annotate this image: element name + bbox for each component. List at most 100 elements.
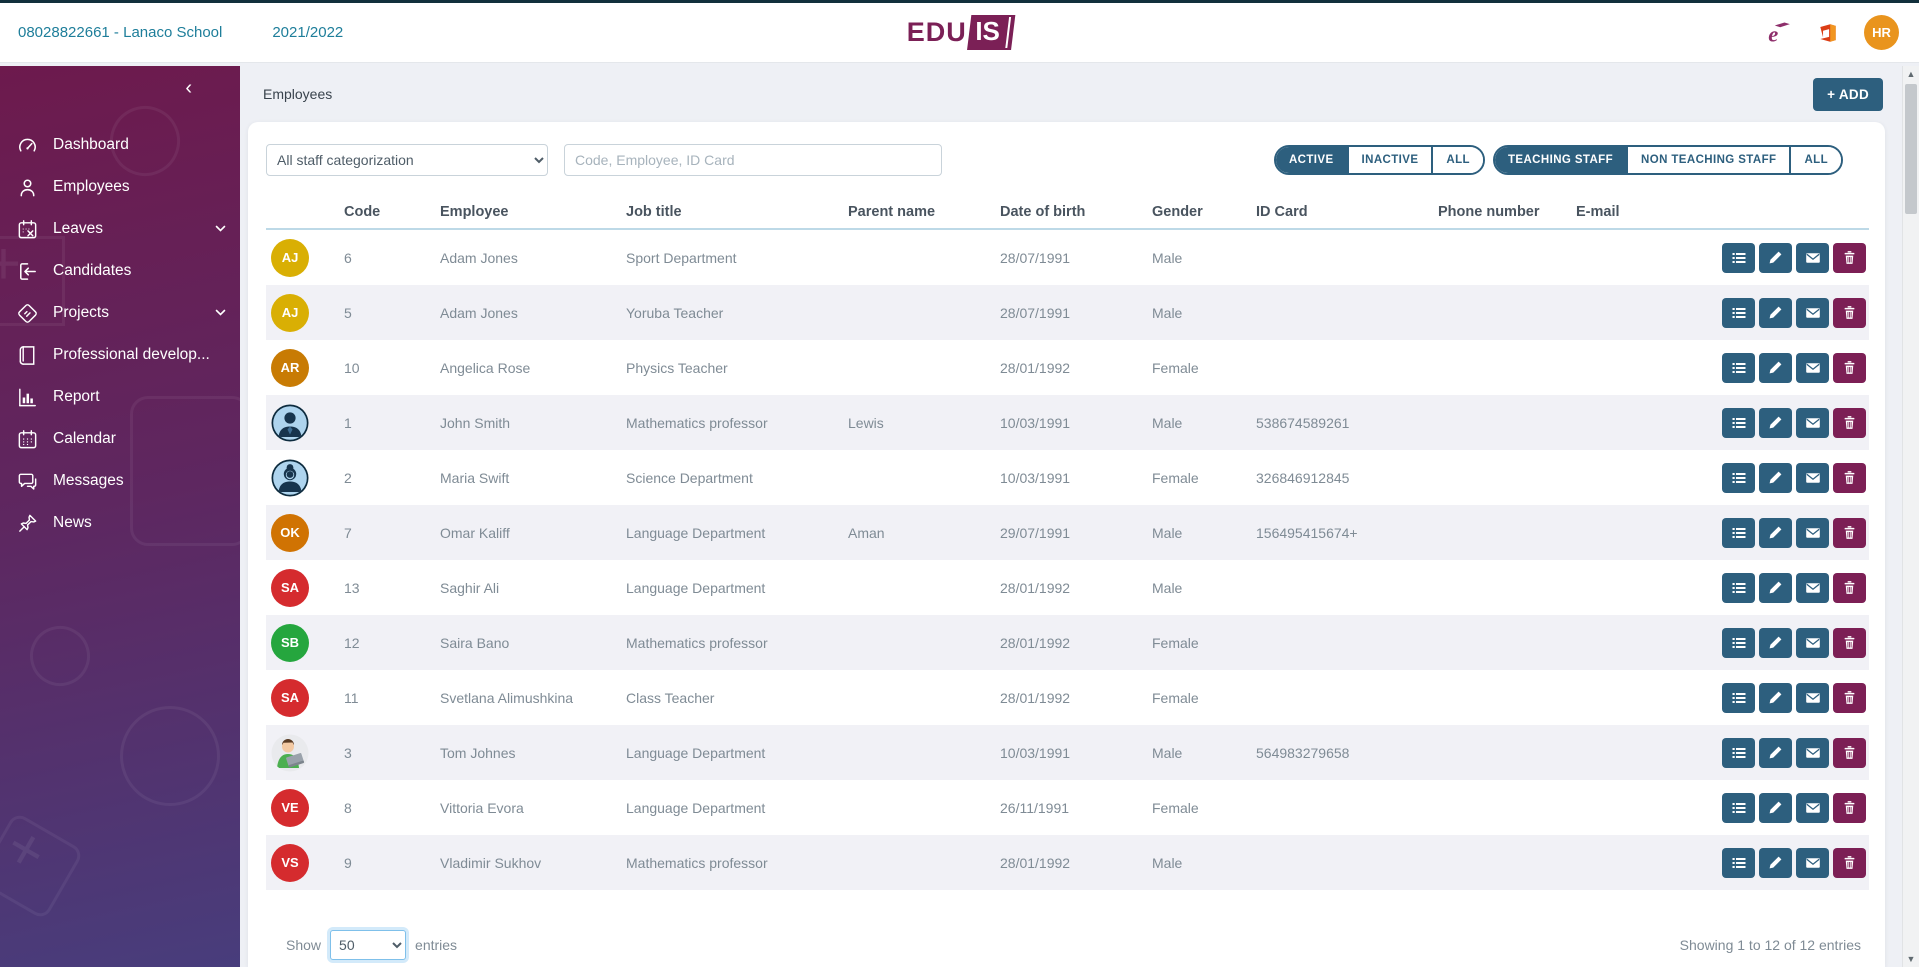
pin-icon [15,511,39,535]
email-button[interactable] [1796,847,1829,878]
column-gender[interactable]: Gender [1152,204,1203,220]
cell-employee: Omar Kaliff [440,524,510,541]
cell-job-title: Sport Department [626,249,737,266]
school-link[interactable]: 08028822661 - Lanaco School [18,24,223,41]
edit-button[interactable] [1759,572,1792,603]
cell-employee: Adam Jones [440,249,518,266]
search-input[interactable] [564,144,942,176]
details-button[interactable] [1722,572,1755,603]
edit-button[interactable] [1759,517,1792,548]
sidebar-item-report[interactable]: Report [0,376,240,418]
cell-date-of-birth: 28/01/1992 [1000,579,1071,596]
email-button[interactable] [1796,627,1829,658]
edit-button[interactable] [1759,682,1792,713]
details-button[interactable] [1722,242,1755,273]
sidebar-item-projects[interactable]: Projects [0,292,240,334]
sidebar-item-dashboard[interactable]: Dashboard [0,124,240,166]
staff-categorization-select[interactable]: All staff categorization [266,144,548,176]
scrollbar[interactable]: ▲ ▼ [1902,66,1919,967]
column-code[interactable]: Code [344,204,381,220]
office365-icon[interactable] [1814,19,1842,47]
email-button[interactable] [1796,407,1829,438]
cell-code: 9 [344,854,352,871]
details-button[interactable] [1722,352,1755,383]
details-button[interactable] [1722,627,1755,658]
entries-summary: Showing 1 to 12 of 12 entries [1679,937,1861,953]
cell-id-card: 326846912845 [1256,469,1350,486]
column-job-title[interactable]: Job title [626,204,682,220]
sidebar-menu: Dashboard Employees Leaves Candidates Pr… [0,124,240,544]
delete-button[interactable] [1833,572,1866,603]
details-button[interactable] [1722,847,1755,878]
column-employee[interactable]: Employee [440,204,509,220]
school-year-link[interactable]: 2021/2022 [272,24,344,41]
delete-button[interactable] [1833,517,1866,548]
page-size-select[interactable]: 50 [330,930,407,960]
cell-job-title: Physics Teacher [626,359,728,376]
scroll-down-arrow[interactable]: ▼ [1906,954,1916,964]
delete-button[interactable] [1833,682,1866,713]
column-email[interactable]: E-mail [1576,204,1620,220]
table-row: AJ 5 Adam Jones Yoruba Teacher 28/07/199… [266,285,1869,340]
column-parent-name[interactable]: Parent name [848,204,936,220]
edit-button[interactable] [1759,352,1792,383]
filter-active-button[interactable]: ACTIVE [1275,147,1347,173]
email-button[interactable] [1796,792,1829,823]
details-button[interactable] [1722,407,1755,438]
add-button[interactable]: + ADD [1813,77,1883,111]
filter-all-status-button[interactable]: ALL [1431,147,1483,173]
email-button[interactable] [1796,352,1829,383]
delete-button[interactable] [1833,297,1866,328]
edit-button[interactable] [1759,407,1792,438]
details-button[interactable] [1722,682,1755,713]
edit-button[interactable] [1759,297,1792,328]
edit-button[interactable] [1759,847,1792,878]
elearning-icon[interactable]: e [1764,19,1792,47]
scroll-up-arrow[interactable]: ▲ [1906,69,1916,79]
column-date-of-birth[interactable]: Date of birth [1000,204,1086,220]
delete-button[interactable] [1833,627,1866,658]
table-row: VS 9 Vladimir Sukhov Mathematics profess… [266,835,1869,890]
edit-button[interactable] [1759,627,1792,658]
sidebar-item-calendar[interactable]: Calendar [0,418,240,460]
email-button[interactable] [1796,682,1829,713]
column-id-card[interactable]: ID Card [1256,204,1308,220]
delete-button[interactable] [1833,792,1866,823]
delete-button[interactable] [1833,847,1866,878]
sidebar-item-news[interactable]: News [0,502,240,544]
edit-button[interactable] [1759,242,1792,273]
details-button[interactable] [1722,792,1755,823]
delete-button[interactable] [1833,352,1866,383]
sidebar-item-leaves[interactable]: Leaves [0,208,240,250]
email-button[interactable] [1796,737,1829,768]
filter-teaching-button[interactable]: TEACHING STAFF [1494,147,1627,173]
details-button[interactable] [1722,462,1755,493]
delete-button[interactable] [1833,407,1866,438]
logo-text-edu: EDU [906,17,967,47]
filter-non-teaching-button[interactable]: NON TEACHING STAFF [1626,147,1790,173]
delete-button[interactable] [1833,737,1866,768]
details-button[interactable] [1722,737,1755,768]
edit-button[interactable] [1759,462,1792,493]
sidebar-item-messages[interactable]: Messages [0,460,240,502]
sidebar-item-candidates[interactable]: Candidates [0,250,240,292]
email-button[interactable] [1796,462,1829,493]
filter-inactive-button[interactable]: INACTIVE [1346,147,1432,173]
edit-button[interactable] [1759,737,1792,768]
delete-button[interactable] [1833,462,1866,493]
user-avatar[interactable]: HR [1864,15,1899,50]
email-button[interactable] [1796,242,1829,273]
column-phone-number[interactable]: Phone number [1438,204,1540,220]
sidebar-collapse-icon[interactable]: ‹ [185,77,192,99]
email-button[interactable] [1796,297,1829,328]
details-button[interactable] [1722,297,1755,328]
edit-button[interactable] [1759,792,1792,823]
delete-button[interactable] [1833,242,1866,273]
sidebar-item-employees[interactable]: Employees [0,166,240,208]
filter-all-staff-button[interactable]: ALL [1789,147,1841,173]
email-button[interactable] [1796,572,1829,603]
email-button[interactable] [1796,517,1829,548]
scrollbar-thumb[interactable] [1905,84,1917,214]
sidebar-item-professional-develop[interactable]: Professional develop... [0,334,240,376]
details-button[interactable] [1722,517,1755,548]
